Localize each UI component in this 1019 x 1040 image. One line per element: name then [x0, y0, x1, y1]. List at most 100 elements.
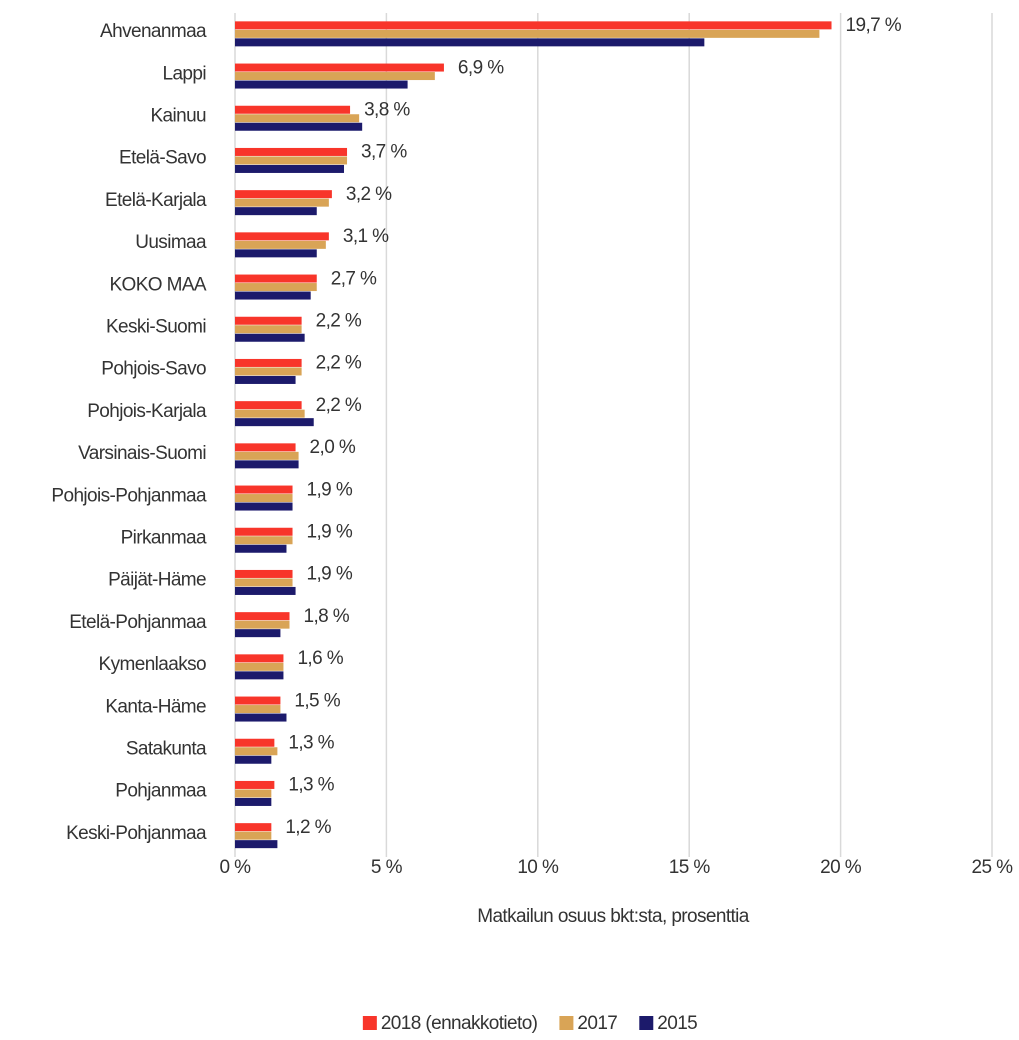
data-label: 3,2 % — [346, 184, 392, 205]
x-tick-label: 20 % — [820, 857, 862, 878]
bar — [235, 696, 281, 705]
bar — [235, 21, 832, 30]
bar — [235, 840, 278, 849]
y-tick-label: Pohjois-Pohjanmaa — [51, 485, 207, 506]
x-tick-label: 15 % — [669, 857, 711, 878]
bar — [235, 207, 317, 216]
bar — [235, 291, 311, 300]
y-tick-label: Keski-Suomi — [106, 317, 206, 338]
y-tick-label: Päijät-Häme — [108, 570, 206, 591]
bar — [235, 63, 444, 72]
y-tick-label: Etelä-Savo — [119, 148, 206, 169]
bar — [235, 358, 302, 367]
y-tick-label: Kainuu — [150, 106, 206, 127]
bar — [235, 325, 302, 334]
y-tick-label: Uusimaa — [135, 232, 207, 253]
bar — [235, 240, 326, 249]
bar — [235, 418, 314, 427]
bar — [235, 316, 302, 325]
bar — [235, 375, 296, 384]
y-tick-label: Varsinais-Suomi — [78, 443, 206, 464]
bar — [235, 569, 293, 578]
bar — [235, 198, 329, 207]
data-label: 3,7 % — [361, 142, 407, 163]
data-label: 1,3 % — [288, 775, 334, 796]
data-label: 1,6 % — [297, 648, 343, 669]
data-label: 1,2 % — [285, 817, 331, 838]
bar — [235, 494, 293, 503]
bar — [235, 164, 345, 173]
bar — [235, 536, 293, 545]
y-tick-label: Kymenlaakso — [99, 654, 206, 675]
legend-label: 2018 (ennakkotieto) — [381, 1013, 538, 1034]
data-label: 2,2 % — [316, 353, 362, 374]
bar — [235, 401, 302, 410]
bar — [235, 38, 705, 47]
x-tick-label: 10 % — [517, 857, 559, 878]
bar — [235, 662, 284, 671]
data-label: 1,5 % — [294, 690, 340, 711]
legend-swatch — [639, 1016, 654, 1030]
y-tick-label: Kanta-Häme — [105, 696, 206, 717]
bar — [235, 232, 329, 241]
bar — [235, 544, 287, 553]
bar — [235, 502, 293, 511]
bar — [235, 654, 284, 663]
y-tick-label: Etelä-Karjala — [105, 190, 207, 211]
x-axis-label: Matkailun osuus bkt:sta, prosenttia — [477, 906, 750, 927]
bar — [235, 823, 272, 832]
bar — [235, 80, 408, 89]
bar — [235, 705, 281, 714]
bar — [235, 283, 317, 292]
bar — [235, 249, 317, 258]
x-tick-label: 5 % — [371, 857, 403, 878]
legend-swatch — [362, 1016, 377, 1030]
y-tick-label: Pohjois-Savo — [101, 359, 206, 380]
y-tick-label: Pohjois-Karjala — [87, 401, 207, 422]
bar — [235, 409, 305, 418]
bar — [235, 755, 272, 764]
bar — [235, 485, 293, 494]
bar — [235, 797, 272, 806]
bar — [235, 713, 287, 722]
legend-swatch — [559, 1016, 574, 1030]
data-label: 2,2 % — [316, 311, 362, 332]
y-tick-label: KOKO MAA — [109, 274, 206, 295]
bar — [235, 156, 348, 165]
data-label: 1,9 % — [307, 479, 353, 500]
data-label: 3,8 % — [364, 100, 410, 121]
x-tick-label: 0 % — [220, 857, 252, 878]
bar — [235, 578, 293, 587]
bar — [235, 122, 363, 131]
bar — [235, 105, 351, 114]
y-tick-label: Pirkanmaa — [121, 528, 207, 549]
y-tick-label: Ahvenanmaa — [100, 21, 207, 42]
bar — [235, 333, 305, 342]
data-label: 2,2 % — [316, 395, 362, 416]
data-label: 1,9 % — [307, 564, 353, 585]
bar — [235, 527, 293, 536]
bar — [235, 114, 360, 123]
legend-label: 2017 — [577, 1013, 617, 1034]
y-tick-label: Lappi — [163, 63, 207, 84]
bar — [235, 629, 281, 638]
bar — [235, 274, 317, 283]
data-label: 2,7 % — [331, 268, 377, 289]
bar — [235, 460, 299, 469]
data-label: 19,7 % — [846, 15, 902, 36]
data-label: 2,0 % — [310, 437, 356, 458]
data-label: 1,3 % — [288, 733, 334, 754]
data-label: 6,9 % — [458, 57, 504, 78]
y-tick-label: Satakunta — [126, 739, 207, 760]
bar — [235, 443, 296, 452]
bar — [235, 29, 820, 38]
y-tick-label: Pohjanmaa — [115, 781, 207, 802]
data-label: 1,8 % — [304, 606, 350, 627]
bar — [235, 747, 278, 756]
bar — [235, 780, 275, 789]
data-label: 3,1 % — [343, 226, 389, 247]
bar — [235, 789, 272, 798]
y-tick-label: Etelä-Pohjanmaa — [69, 612, 207, 633]
bar — [235, 620, 290, 629]
